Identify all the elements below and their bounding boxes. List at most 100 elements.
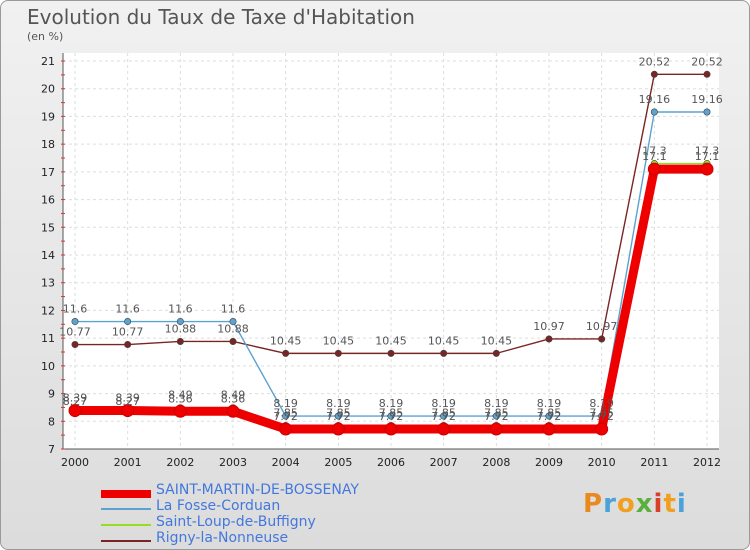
y-tick-label: 7 bbox=[48, 443, 55, 456]
data-label: 20.52 bbox=[639, 55, 671, 68]
data-label: 20.52 bbox=[691, 55, 723, 68]
data-label: 8.39 bbox=[115, 391, 140, 404]
legend-label: Saint-Loup-de-Buffigny bbox=[156, 514, 316, 530]
data-label: 8.19 bbox=[484, 397, 509, 410]
data-point bbox=[229, 318, 237, 326]
data-point bbox=[331, 422, 345, 436]
logo-letter: i bbox=[653, 489, 664, 519]
x-tick-label: 2005 bbox=[324, 456, 352, 469]
logo-letter: i bbox=[676, 489, 687, 519]
logo-letter: o bbox=[616, 489, 636, 519]
y-tick-label: 19 bbox=[41, 110, 55, 123]
y-tick-label: 14 bbox=[41, 249, 55, 262]
x-tick-label: 2003 bbox=[219, 456, 247, 469]
data-label: 7.72 bbox=[273, 410, 298, 423]
data-label: 8.27 bbox=[115, 395, 140, 408]
data-label: 10.45 bbox=[428, 334, 460, 347]
data-label: 19.16 bbox=[691, 93, 723, 106]
data-point bbox=[176, 318, 184, 326]
data-label: 10.45 bbox=[481, 334, 513, 347]
data-point bbox=[229, 337, 237, 345]
data-point bbox=[71, 341, 79, 349]
x-tick-label: 2000 bbox=[61, 456, 89, 469]
y-tick-label: 9 bbox=[48, 388, 55, 401]
chart-title: Evolution du Taux de Taxe d'Habitation bbox=[27, 5, 415, 29]
data-label: 17.3 bbox=[695, 145, 720, 158]
x-tick-label: 2008 bbox=[482, 456, 510, 469]
data-label: 17.3 bbox=[642, 145, 667, 158]
data-label: 11.6 bbox=[221, 303, 246, 316]
data-label: 8.19 bbox=[431, 397, 456, 410]
data-point bbox=[647, 162, 661, 176]
data-label: 8.36 bbox=[221, 392, 246, 405]
data-label: 7.72 bbox=[484, 410, 509, 423]
data-label: 7.85 bbox=[537, 406, 562, 419]
data-label: 8.19 bbox=[537, 397, 562, 410]
data-label: 11.6 bbox=[63, 303, 88, 316]
data-point bbox=[703, 70, 711, 78]
legend-label: Rigny-la-Nonneuse bbox=[156, 530, 289, 546]
data-point bbox=[440, 412, 448, 420]
data-point bbox=[387, 412, 395, 420]
data-label: 8.39 bbox=[63, 391, 88, 404]
y-tick-label: 11 bbox=[41, 332, 55, 345]
data-point bbox=[124, 341, 132, 349]
data-label: 7.72 bbox=[537, 410, 562, 423]
data-label: 7.85 bbox=[431, 406, 456, 419]
data-point bbox=[387, 349, 395, 357]
data-point bbox=[650, 108, 658, 116]
data-label: 11.6 bbox=[115, 303, 140, 316]
x-tick-label: 2011 bbox=[640, 456, 668, 469]
proxiti-logo: Proxiti bbox=[583, 489, 687, 519]
data-label: 7.85 bbox=[589, 406, 614, 419]
data-point bbox=[124, 318, 132, 326]
data-point bbox=[489, 422, 503, 436]
data-label: 7.72 bbox=[326, 410, 351, 423]
data-point bbox=[595, 422, 609, 436]
data-label: 7.72 bbox=[431, 410, 456, 423]
logo-letter: t bbox=[663, 489, 677, 519]
data-label: 8.19 bbox=[589, 397, 614, 410]
data-label: 7.85 bbox=[379, 406, 404, 419]
data-point bbox=[334, 349, 342, 357]
logo-letter: r bbox=[603, 489, 617, 519]
data-label: 7.85 bbox=[273, 406, 298, 419]
data-label: 10.45 bbox=[323, 334, 355, 347]
data-label: 10.77 bbox=[59, 326, 91, 339]
data-point bbox=[492, 412, 500, 420]
data-label: 10.45 bbox=[270, 334, 302, 347]
legend-label: SAINT-MARTIN-DE-BOSSENAY bbox=[156, 482, 359, 498]
data-point bbox=[545, 412, 553, 420]
y-tick-label: 21 bbox=[41, 55, 55, 68]
x-tick-label: 2009 bbox=[535, 456, 563, 469]
data-label: 19.16 bbox=[639, 93, 671, 106]
y-tick-label: 12 bbox=[41, 304, 55, 317]
data-point bbox=[700, 162, 714, 176]
data-label: 7.85 bbox=[326, 406, 351, 419]
y-tick-label: 18 bbox=[41, 138, 55, 151]
legend-swatch bbox=[101, 524, 151, 526]
data-point bbox=[437, 422, 451, 436]
x-tick-label: 2012 bbox=[693, 456, 721, 469]
data-point bbox=[598, 335, 606, 343]
y-axis-unit: (en %) bbox=[27, 30, 64, 43]
legend-swatch bbox=[101, 508, 151, 510]
data-point bbox=[68, 403, 82, 417]
data-label: 7.85 bbox=[484, 406, 509, 419]
y-tick-label: 10 bbox=[41, 360, 55, 373]
x-tick-label: 2007 bbox=[430, 456, 458, 469]
legend-swatch bbox=[101, 540, 151, 542]
x-tick-label: 2006 bbox=[377, 456, 405, 469]
x-tick-label: 2001 bbox=[114, 456, 142, 469]
data-point bbox=[282, 412, 290, 420]
logo-letter: P bbox=[583, 489, 604, 519]
data-label: 10.97 bbox=[586, 320, 618, 333]
data-label: 8.19 bbox=[273, 397, 298, 410]
data-label: 17.1 bbox=[695, 150, 720, 163]
data-point bbox=[703, 108, 711, 116]
data-point bbox=[173, 404, 187, 418]
data-point bbox=[279, 422, 293, 436]
data-label: 10.45 bbox=[375, 334, 407, 347]
